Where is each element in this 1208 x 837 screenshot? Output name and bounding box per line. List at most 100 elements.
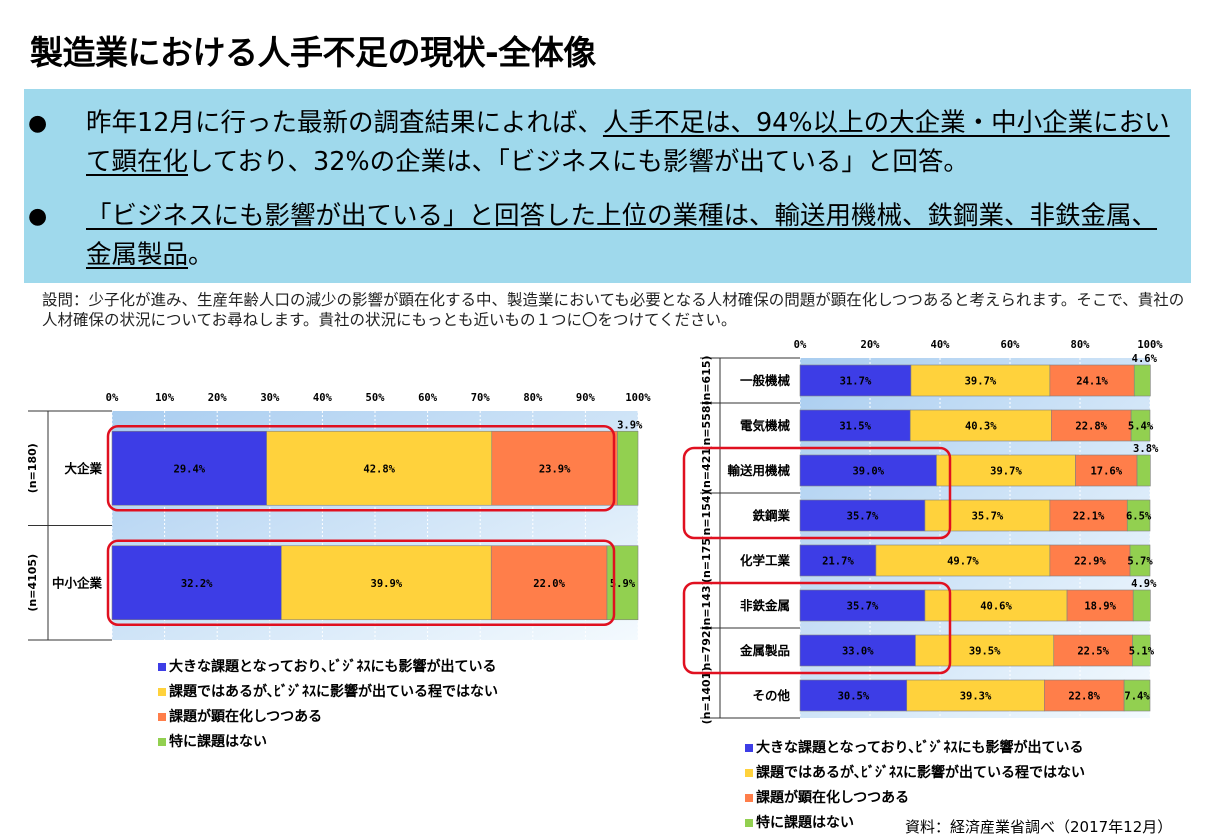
category-label: 非鉄金属 — [740, 598, 790, 613]
data-label: 35.7% — [972, 511, 1004, 523]
category-n-label: (n=154) — [700, 490, 713, 540]
data-label: 4.6% — [1132, 353, 1158, 365]
legend-right: 大きな課題となっており､ﾋﾞｼﾞﾈｽにも影響が出ている 課題ではあるが､ﾋﾞｼﾞ… — [745, 736, 1085, 836]
category-label: 一般機械 — [740, 373, 791, 388]
bullet-1-text-a: 昨年12月に行った最新の調査結果によれば、 — [86, 108, 603, 138]
survey-question: 設問：少子化が進み、生産年齢人口の減少の影響が顕在化する中、製造業においても必要… — [42, 291, 1185, 329]
bar-segment — [799, 409, 911, 442]
bar-segment — [1126, 499, 1151, 532]
legend-swatch — [745, 744, 753, 752]
x-tick-label: 60% — [1001, 339, 1021, 351]
data-label: 22.1% — [1073, 511, 1105, 523]
x-tick-label: 90% — [576, 392, 596, 404]
bar-segment — [915, 634, 1055, 667]
data-label: 22.9% — [1074, 556, 1106, 568]
bar-segment — [799, 634, 916, 667]
bar-segment — [799, 364, 912, 397]
bar-segment — [111, 430, 267, 506]
bar-segment — [111, 545, 282, 621]
highlight-box — [682, 581, 952, 675]
bar-segment — [490, 545, 608, 621]
x-tick-label: 0% — [106, 392, 119, 404]
data-label: 22.8% — [1068, 691, 1100, 703]
bar-segment — [1132, 634, 1151, 667]
x-tick-label: 100% — [625, 392, 651, 404]
legend-item: 大きな課題となっており､ﾋﾞｼﾞﾈｽにも影響が出ている — [158, 655, 498, 680]
category-n-label: (n=1401) — [700, 667, 713, 725]
legend-swatch — [158, 713, 166, 721]
data-label: 40.3% — [965, 421, 997, 433]
data-label: 29.4% — [174, 463, 206, 475]
category-label: 輸送用機械 — [727, 463, 790, 478]
bar-segment — [799, 679, 908, 712]
highlight-box — [106, 425, 616, 512]
x-tick-label: 20% — [861, 339, 881, 351]
bar-segment — [924, 499, 1051, 532]
data-label: 33.0% — [842, 646, 874, 658]
category-n-label: (n=421 — [700, 448, 713, 493]
x-tick-label: 80% — [523, 392, 543, 404]
category-label: 化学工業 — [740, 553, 791, 568]
legend-swatch — [158, 738, 166, 746]
bar-segment — [1132, 589, 1151, 622]
bar-segment — [936, 454, 1076, 487]
bar-segment — [924, 589, 1068, 622]
bar-segment — [606, 545, 639, 621]
bar-segment — [1044, 679, 1125, 712]
data-label: 39.5% — [969, 646, 1001, 658]
data-label: 24.1% — [1076, 376, 1108, 388]
bullet-dot-icon: ● — [28, 204, 48, 229]
x-tick-label: 40% — [931, 339, 951, 351]
data-label: 39.7% — [990, 466, 1022, 478]
category-n-label: (n=558) — [700, 400, 713, 450]
category-n-label: (n=615) — [700, 355, 713, 405]
bar-segment — [910, 364, 1051, 397]
data-label: 31.7% — [840, 376, 872, 388]
highlight-box — [106, 539, 616, 626]
legend-swatch — [745, 794, 753, 802]
category-label: 大企業 — [64, 461, 102, 476]
category-label: 鉄鋼業 — [752, 508, 790, 523]
bar-segment — [906, 679, 1045, 712]
data-label: 22.0% — [533, 578, 565, 590]
bar-segment — [1129, 544, 1151, 577]
x-tick-label: 10% — [155, 392, 175, 404]
bar-segment — [1051, 409, 1132, 442]
data-label: 5.4% — [1128, 421, 1154, 433]
summary-box — [24, 89, 1191, 283]
x-tick-label: 40% — [313, 392, 333, 404]
data-label: 49.7% — [947, 556, 979, 568]
bar-segment — [491, 430, 618, 506]
data-label: 35.7% — [847, 601, 879, 613]
data-label: 30.5% — [838, 691, 870, 703]
category-label: 電気機械 — [740, 418, 791, 433]
bar-segment — [1049, 544, 1131, 577]
source-note: 資料：経済産業省調べ（2017年12月） — [905, 818, 1173, 836]
category-n-label: (n=180) — [26, 443, 39, 493]
legend-item: 課題ではあるが､ﾋﾞｼﾞﾈｽに影響が出ている程ではない — [158, 680, 498, 705]
bar-segment — [1136, 454, 1151, 487]
bullet-2-text-c: 。 — [188, 240, 214, 270]
bar-segment — [281, 545, 492, 621]
bar-segment — [799, 454, 937, 487]
data-label: 31.5% — [839, 421, 871, 433]
category-n-label: (n=4105) — [26, 554, 39, 612]
category-n-label: (n=792) — [700, 625, 713, 675]
x-tick-label: 70% — [471, 392, 491, 404]
data-label: 21.7% — [822, 556, 854, 568]
bar-segment — [1123, 679, 1151, 712]
bullet-1-text-c: しており、32%の企業は、「ビジネスにも影響が出ている」と回答。 — [188, 147, 969, 177]
data-label: 7.4% — [1124, 691, 1150, 703]
legend-swatch — [158, 663, 166, 671]
data-label: 23.9% — [539, 463, 571, 475]
bar-segment — [1133, 364, 1151, 397]
category-label: 中小企業 — [52, 575, 103, 590]
page-title: 製造業における人手不足の現状-全体像 — [30, 33, 596, 72]
legend-swatch — [158, 688, 166, 696]
bar-segment — [266, 430, 493, 506]
data-label: 22.8% — [1075, 421, 1107, 433]
bar-segment — [617, 430, 639, 506]
bar-segment — [1049, 499, 1128, 532]
